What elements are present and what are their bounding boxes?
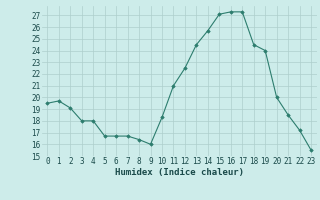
X-axis label: Humidex (Indice chaleur): Humidex (Indice chaleur) <box>115 168 244 177</box>
